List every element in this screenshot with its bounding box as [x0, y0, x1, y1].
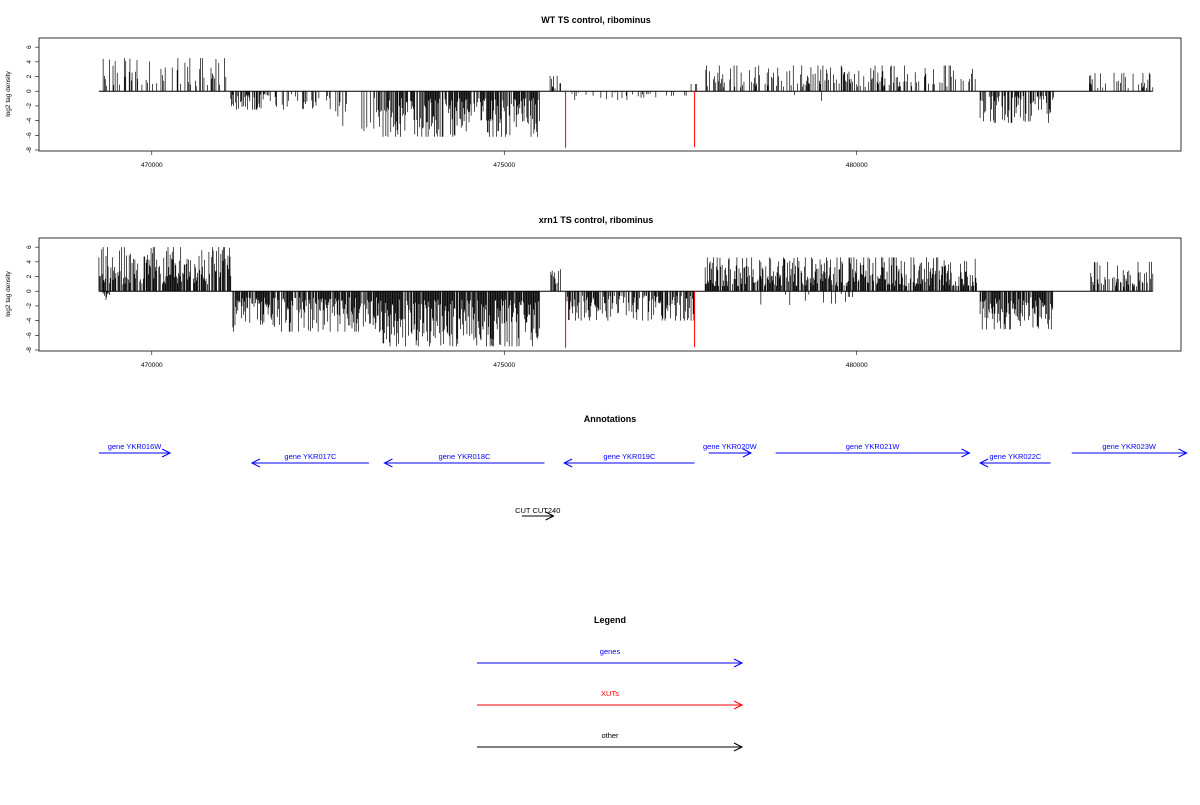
legend-item-label: other	[601, 731, 619, 740]
gene-arrow: gene YKR018C	[383, 452, 545, 468]
y-tick-label: -6	[26, 332, 33, 338]
legend-item: other	[477, 731, 744, 752]
legend-title: Legend	[594, 615, 626, 625]
gene-label: gene YKR022C	[989, 452, 1042, 461]
arrow-head	[383, 458, 393, 468]
y-tick-label: -2	[26, 303, 33, 309]
gene-arrow: gene YKR017C	[250, 452, 369, 468]
x-tick-label: 475000	[493, 162, 515, 169]
arrow-head	[563, 458, 573, 468]
y-tick-label: 0	[26, 89, 33, 93]
arrow-head	[733, 742, 744, 752]
x-axis: 470000 475000 480000	[141, 151, 868, 169]
y-tick-label: -8	[26, 147, 33, 153]
gene-label: gene YKR021W	[846, 442, 901, 451]
gene-arrow: gene YKR021W	[775, 442, 971, 458]
density-bars	[98, 58, 1154, 137]
xut-marks	[565, 291, 696, 348]
y-tick-label: -4	[26, 317, 33, 323]
y-tick-label: -6	[26, 132, 33, 138]
x-tick-label: 480000	[846, 162, 868, 169]
gene-arrow: gene YKR023W	[1071, 442, 1188, 458]
density-bars	[98, 247, 1154, 347]
y-tick-label: 0	[26, 289, 33, 293]
arrow-head	[545, 511, 555, 521]
x-tick-label: 480000	[846, 362, 868, 369]
xrn1-density-panel: xrn1 TS control, ribominus log2 tag dens…	[5, 215, 1182, 369]
other-arrow: CUT CUT240	[515, 506, 560, 521]
y-tick-label: 6	[26, 45, 33, 49]
xut-marks	[565, 91, 696, 148]
wt-density-panel: WT TS control, ribominus log2 tag densit…	[5, 15, 1182, 169]
gene-arrow: gene YKR016W	[98, 442, 172, 458]
arrow-head	[733, 700, 744, 710]
y-tick-label: 4	[26, 60, 33, 64]
gene-label: gene YKR017C	[284, 452, 337, 461]
legend-items: genes XUTs other	[477, 647, 744, 752]
plot-frame	[38, 37, 1182, 152]
y-tick-label: -4	[26, 117, 33, 123]
gene-label: gene YKR018C	[438, 452, 491, 461]
y-axis-label: log2 tag density	[5, 270, 12, 316]
gene-arrow: gene YKR020W	[703, 442, 758, 458]
y-axis: -8 -6 -4 -2 0 2 4 6	[26, 245, 39, 353]
x-axis: 470000 475000 480000	[141, 351, 868, 369]
arrow-head	[978, 458, 989, 468]
panel-title: xrn1 TS control, ribominus	[539, 215, 654, 225]
gene-label: gene YKR020W	[703, 442, 758, 451]
legend-item-label: XUTs	[601, 689, 619, 698]
panel-title: WT TS control, ribominus	[541, 15, 651, 25]
gene-label: gene YKR019C	[603, 452, 656, 461]
plot-frame	[38, 237, 1182, 352]
arrow-head	[961, 448, 971, 458]
arrow-head	[1178, 448, 1188, 458]
x-tick-label: 470000	[141, 362, 163, 369]
gene-arrows: gene YKR016W gene YKR017C gene YKR018C gene…	[98, 442, 1188, 468]
arrow-head	[733, 658, 744, 668]
y-tick-label: 2	[26, 274, 33, 278]
other-arrows: CUT CUT240	[515, 506, 560, 521]
y-tick-label: -2	[26, 103, 33, 109]
other-label: CUT CUT240	[515, 506, 560, 515]
y-tick-label: -8	[26, 347, 33, 353]
legend-item-label: genes	[600, 647, 621, 656]
arrow-head	[742, 448, 753, 458]
gene-arrow: gene YKR019C	[563, 452, 695, 468]
legend-item: XUTs	[477, 689, 744, 710]
gene-arrow: gene YKR022C	[978, 452, 1051, 468]
x-tick-label: 475000	[493, 362, 515, 369]
annotations-title: Annotations	[584, 414, 637, 424]
legend: Legend genes XUTs other	[477, 615, 744, 752]
y-tick-label: 6	[26, 245, 33, 249]
gene-label: gene YKR016W	[108, 442, 163, 451]
arrow-head	[161, 448, 172, 458]
legend-item: genes	[477, 647, 744, 668]
y-tick-label: 4	[26, 260, 33, 264]
x-tick-label: 470000	[141, 162, 163, 169]
gene-label: gene YKR023W	[1102, 442, 1157, 451]
y-tick-label: 2	[26, 74, 33, 78]
y-axis: -8 -6 -4 -2 0 2 4 6	[26, 45, 39, 153]
arrow-head	[250, 458, 261, 468]
y-axis-label: log2 tag density	[5, 70, 12, 116]
